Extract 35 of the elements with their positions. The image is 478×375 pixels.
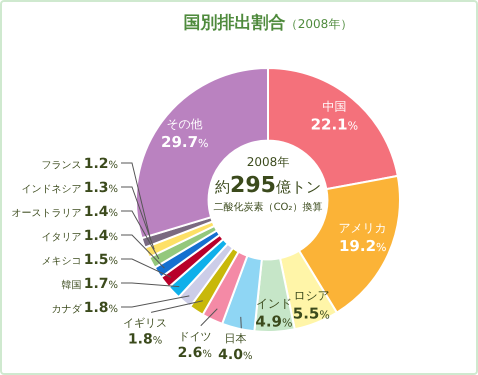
slice-label: イギリス bbox=[123, 316, 168, 330]
slice-label: オーストラリア bbox=[12, 208, 82, 219]
chart-subtitle: （2008年） bbox=[286, 17, 352, 31]
data-label: 1.7% bbox=[84, 276, 118, 292]
chart-title: 国別排出割合 bbox=[184, 13, 286, 33]
data-label: 1.4% bbox=[84, 204, 118, 220]
slice-label: アメリカ bbox=[338, 221, 387, 236]
data-label: 2.6% bbox=[178, 344, 212, 361]
data-label: 1.8% bbox=[84, 300, 118, 316]
slice-label: ロシア bbox=[293, 288, 330, 302]
slice-label: メキシコ bbox=[42, 256, 82, 267]
data-label: 1.2% bbox=[84, 156, 118, 172]
slice-label: インド bbox=[256, 296, 292, 311]
data-label: 29.7% bbox=[161, 133, 208, 152]
data-label: 22.1% bbox=[310, 115, 358, 134]
slice-label: フランス bbox=[42, 160, 82, 171]
data-label: 1.4% bbox=[84, 228, 118, 244]
text: 二酸化炭素（CO₂）換算 bbox=[214, 201, 322, 213]
slice-label: カナダ bbox=[52, 303, 83, 315]
data-label: 4.9% bbox=[255, 312, 292, 331]
data-label: 4.0% bbox=[218, 347, 252, 364]
slice-label: イタリア bbox=[42, 232, 82, 243]
data-label: 1.5% bbox=[84, 252, 118, 268]
slice-label: 日本 bbox=[224, 332, 246, 346]
data-label: 5.5% bbox=[292, 304, 330, 322]
data-label: 1.8% bbox=[128, 331, 162, 348]
text: 約295億トン bbox=[215, 173, 321, 198]
data-label: 1.3% bbox=[84, 180, 118, 196]
text: 2008年 bbox=[246, 155, 290, 169]
slice-label: その他 bbox=[166, 117, 203, 132]
slice-label: 中国 bbox=[322, 99, 346, 114]
slice-label: 韓国 bbox=[62, 279, 82, 291]
data-label: 19.2% bbox=[339, 237, 386, 256]
slice-label: インドネシア bbox=[22, 184, 82, 195]
slice-label: ドイツ bbox=[178, 330, 212, 343]
